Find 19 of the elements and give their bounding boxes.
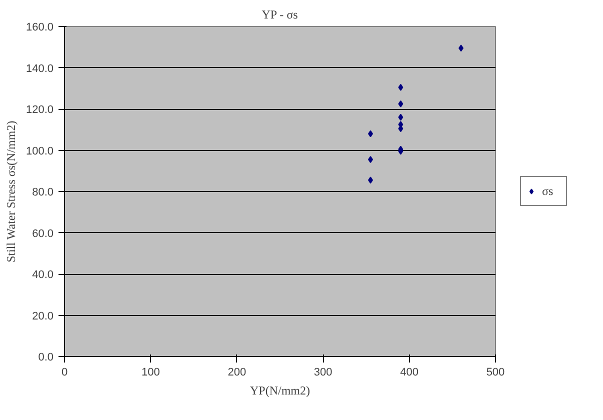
x-tick-label: 0 — [61, 366, 68, 378]
y-axis-title: Still Water Stress σs(N/mm2) — [4, 120, 18, 262]
x-tick-label: 100 — [142, 366, 160, 378]
y-tick-label: 160.0 — [26, 22, 54, 34]
y-tick-label: 120.0 — [26, 104, 54, 116]
x-tick-label: 500 — [486, 366, 505, 378]
y-tick-label: 60.0 — [32, 228, 54, 240]
y-tick-label: 40.0 — [32, 269, 54, 281]
x-axis-title: YP(N/mm2) — [250, 384, 310, 398]
y-tick-label: 20.0 — [32, 310, 54, 322]
legend-label: σs — [542, 184, 554, 198]
x-tick-label: 300 — [314, 366, 332, 378]
y-tick-label: 80.0 — [32, 186, 54, 198]
y-tick-label: 140.0 — [26, 62, 54, 75]
y-tick-label: 0.0 — [38, 352, 54, 364]
x-tick-label: 200 — [228, 366, 246, 378]
x-tick-label: 400 — [400, 366, 418, 378]
y-tick-label: 100.0 — [26, 145, 54, 158]
chart-title: YP - σs — [262, 8, 298, 22]
